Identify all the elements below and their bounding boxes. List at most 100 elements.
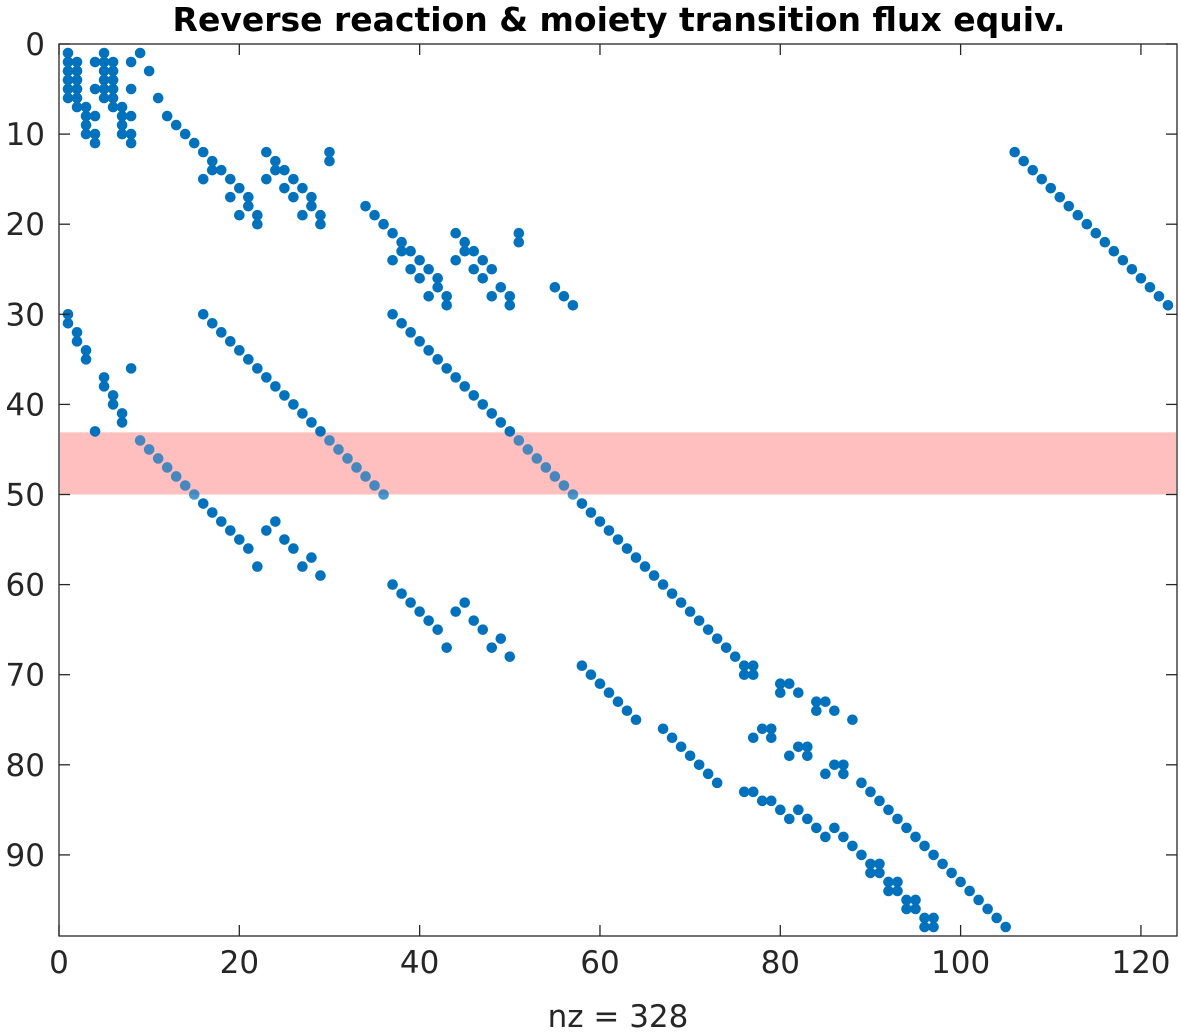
data-point	[802, 813, 813, 825]
data-point	[1009, 146, 1021, 158]
data-point	[225, 336, 236, 347]
data-point	[71, 327, 83, 338]
data-point	[188, 489, 200, 500]
data-point	[215, 516, 227, 527]
y-tick-label: 30	[6, 297, 45, 333]
data-point	[901, 822, 912, 834]
x-tick-label: 40	[400, 945, 439, 981]
data-point	[170, 471, 182, 482]
y-tick-label: 10	[6, 117, 45, 153]
data-point	[306, 417, 317, 428]
data-point	[892, 885, 903, 897]
data-point	[215, 327, 227, 338]
data-point	[125, 110, 137, 122]
data-point	[603, 687, 615, 699]
data-point	[234, 209, 245, 221]
data-point	[1054, 191, 1066, 203]
data-point	[98, 92, 110, 104]
data-point	[657, 723, 669, 735]
data-point	[1063, 200, 1075, 212]
data-point	[820, 768, 831, 780]
x-tick-label: 60	[580, 945, 619, 981]
data-point	[793, 804, 804, 816]
data-point	[774, 687, 786, 699]
data-point	[829, 705, 840, 717]
data-point	[71, 56, 83, 68]
data-point	[765, 723, 777, 735]
data-point	[594, 678, 606, 690]
data-point	[865, 858, 876, 870]
plot-area	[58, 43, 1178, 937]
data-point	[459, 597, 471, 608]
data-point	[360, 471, 371, 482]
data-point	[504, 299, 516, 311]
tick-labels: 0 20 40 60 80 100 120 0 10 20 30 40 50 60 70 80 90	[6, 27, 1171, 981]
data-point	[279, 164, 290, 176]
data-point	[630, 714, 642, 726]
data-point	[847, 840, 858, 852]
data-point	[811, 822, 822, 834]
x-tick-label: 100	[931, 945, 990, 981]
data-point	[874, 867, 885, 879]
data-point	[107, 399, 119, 410]
data-point	[1126, 263, 1138, 275]
data-point	[693, 759, 705, 771]
data-point	[1081, 218, 1093, 230]
data-point	[450, 227, 462, 239]
data-point	[756, 795, 768, 807]
data-point	[829, 822, 840, 834]
data-point	[820, 831, 831, 843]
data-point	[378, 489, 389, 500]
data-point	[423, 263, 434, 275]
data-point	[468, 615, 480, 626]
data-point	[901, 903, 912, 915]
data-point	[621, 705, 633, 717]
data-point	[630, 552, 642, 563]
data-point	[243, 200, 254, 212]
data-point	[80, 128, 92, 140]
data-point	[747, 732, 759, 744]
data-point	[1045, 182, 1057, 194]
y-tick-label: 60	[6, 568, 45, 604]
data-point	[134, 47, 146, 59]
data-point	[747, 786, 759, 798]
data-point	[378, 218, 389, 230]
data-point	[252, 561, 263, 572]
data-point	[197, 146, 209, 158]
data-point	[477, 254, 489, 266]
data-point	[558, 480, 570, 491]
data-point	[161, 462, 173, 473]
data-point	[811, 696, 822, 708]
data-point	[134, 435, 146, 446]
data-point	[784, 813, 795, 825]
data-point	[62, 92, 74, 104]
data-point	[811, 705, 822, 717]
data-point	[288, 399, 299, 410]
data-point	[116, 408, 128, 419]
data-point	[98, 47, 110, 59]
data-point	[423, 345, 434, 356]
data-point	[252, 209, 263, 221]
data-point	[306, 552, 317, 563]
data-point	[648, 570, 660, 581]
data-point	[80, 354, 92, 365]
data-point	[774, 804, 786, 816]
data-point	[234, 345, 245, 356]
data-point	[486, 290, 498, 302]
data-point	[143, 444, 155, 455]
data-point	[946, 867, 957, 879]
data-point	[243, 191, 254, 203]
data-point	[324, 155, 335, 167]
data-point	[387, 309, 398, 320]
data-point	[504, 426, 516, 437]
data-point	[80, 110, 92, 122]
data-point	[1144, 281, 1156, 293]
data-point	[252, 218, 263, 230]
data-point	[793, 687, 804, 699]
data-point	[71, 83, 83, 95]
data-point	[98, 65, 110, 77]
data-point	[838, 831, 849, 843]
data-point	[1117, 254, 1129, 266]
data-point	[459, 236, 471, 248]
